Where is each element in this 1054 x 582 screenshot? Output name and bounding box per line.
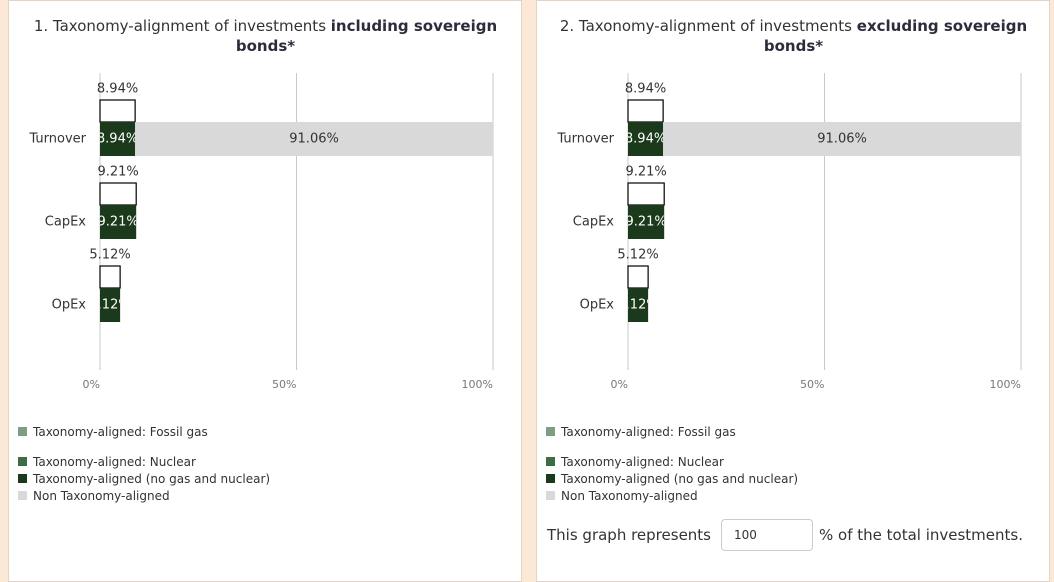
legend-item: Non Taxonomy-aligned: [18, 487, 270, 504]
outline-label: 5.12%: [89, 248, 130, 263]
legend-label: Non Taxonomy-aligned: [33, 488, 170, 503]
category-label: OpEx: [580, 298, 615, 313]
chart-title: 2. Taxonomy-alignment of investments exc…: [547, 16, 1040, 56]
x-tick-label: 100%: [462, 378, 493, 391]
title-bold: including sovereign bonds*: [235, 17, 498, 55]
outline-bar: [627, 182, 665, 206]
value-label: 91.06%: [289, 132, 339, 147]
bar: [628, 288, 649, 322]
title-text: 1. Taxonomy-alignment of investments: [33, 17, 331, 35]
outline-label: 9.21%: [625, 165, 666, 180]
legend-item: Taxonomy-aligned: Nuclear: [18, 453, 270, 470]
panel: 1. Taxonomy-alignment of investments inc…: [8, 0, 522, 582]
category-label: CapEx: [45, 215, 87, 230]
form-prefix: This graph represents: [547, 526, 711, 544]
legend-label: Taxonomy-aligned (no gas and nuclear): [33, 471, 271, 486]
value-label: 8.94%: [625, 132, 666, 147]
legend-item: Taxonomy-aligned: Nuclear: [546, 453, 798, 470]
category-label: CapEx: [573, 215, 615, 230]
legend-swatch: [18, 427, 27, 436]
x-tick-label: 0%: [83, 378, 100, 391]
value-label: 9.21%: [97, 215, 138, 230]
bar: [135, 122, 493, 156]
bar: [628, 205, 665, 239]
category-label: Turnover: [28, 132, 86, 147]
bar: [628, 122, 664, 156]
legend: Taxonomy-aligned: Fossil gas Taxonomy-ali…: [546, 423, 798, 504]
value-label: 5.12%: [617, 298, 658, 313]
panel: 2. Taxonomy-alignment of investments exc…: [536, 0, 1050, 582]
legend-item: Taxonomy-aligned: Fossil gas: [18, 423, 270, 440]
bar: [100, 205, 137, 239]
legend-swatch: [18, 491, 27, 500]
legend-item: Taxonomy-aligned (no gas and nuclear): [18, 470, 270, 487]
value-label: 8.94%: [97, 132, 138, 147]
legend-swatch: [546, 427, 555, 436]
form-suffix: % of the total investments.: [819, 526, 1023, 544]
value-label: 9.21%: [625, 215, 666, 230]
outline-label: 5.12%: [617, 248, 658, 263]
percent-input[interactable]: 100: [721, 519, 813, 551]
x-tick-label: 50%: [272, 378, 296, 391]
outline-label: 8.94%: [625, 82, 666, 97]
legend-label: Taxonomy-aligned: Fossil gas: [561, 424, 736, 439]
outline-label: 9.21%: [97, 165, 138, 180]
legend-item: Taxonomy-aligned: Fossil gas: [546, 423, 798, 440]
charts: 0% 50% 100% Turnover 8.94% 8.94% 91.06% CapEx 9.…: [28, 73, 1022, 391]
x-tick-label: 50%: [800, 378, 824, 391]
chart-title: 1. Taxonomy-alignment of investments inc…: [19, 16, 512, 56]
outline-bar: [99, 265, 121, 289]
legend-swatch: [546, 491, 555, 500]
outline-label: 8.94%: [97, 82, 138, 97]
x-tick-label: 0%: [611, 378, 628, 391]
form: This graph represents 100 % of the total…: [547, 519, 1023, 551]
outline-bar: [627, 265, 649, 289]
legend-item: Non Taxonomy-aligned: [546, 487, 798, 504]
legend-swatch: [546, 457, 555, 466]
page: 1. Taxonomy-alignment of investments inc…: [8, 0, 1050, 582]
category-label: OpEx: [52, 298, 87, 313]
title-text: 2. Taxonomy-alignment of investments: [559, 17, 857, 35]
bar: [100, 122, 136, 156]
legend-label: Taxonomy-aligned (no gas and nuclear): [561, 471, 799, 486]
legend-label: Taxonomy-aligned: Fossil gas: [33, 424, 208, 439]
outline-bar: [99, 99, 136, 123]
value-label: 91.06%: [817, 132, 867, 147]
bar: [100, 288, 121, 322]
legend-swatch: [18, 457, 27, 466]
legend-swatch: [546, 474, 555, 483]
x-tick-label: 100%: [990, 378, 1021, 391]
legend-label: Taxonomy-aligned: Nuclear: [33, 454, 196, 469]
outline-bar: [627, 99, 664, 123]
title-bold: excluding sovereign bonds*: [763, 17, 1028, 55]
outline-bar: [99, 182, 137, 206]
legend-swatch: [18, 474, 27, 483]
legend-label: Non Taxonomy-aligned: [561, 488, 698, 503]
legend-label: Taxonomy-aligned: Nuclear: [561, 454, 724, 469]
legend: Taxonomy-aligned: Fossil gas Taxonomy-ali…: [18, 423, 270, 504]
value-label: 5.12%: [89, 298, 130, 313]
legend-item: Taxonomy-aligned (no gas and nuclear): [546, 470, 798, 487]
bar: [663, 122, 1021, 156]
category-label: Turnover: [556, 132, 614, 147]
